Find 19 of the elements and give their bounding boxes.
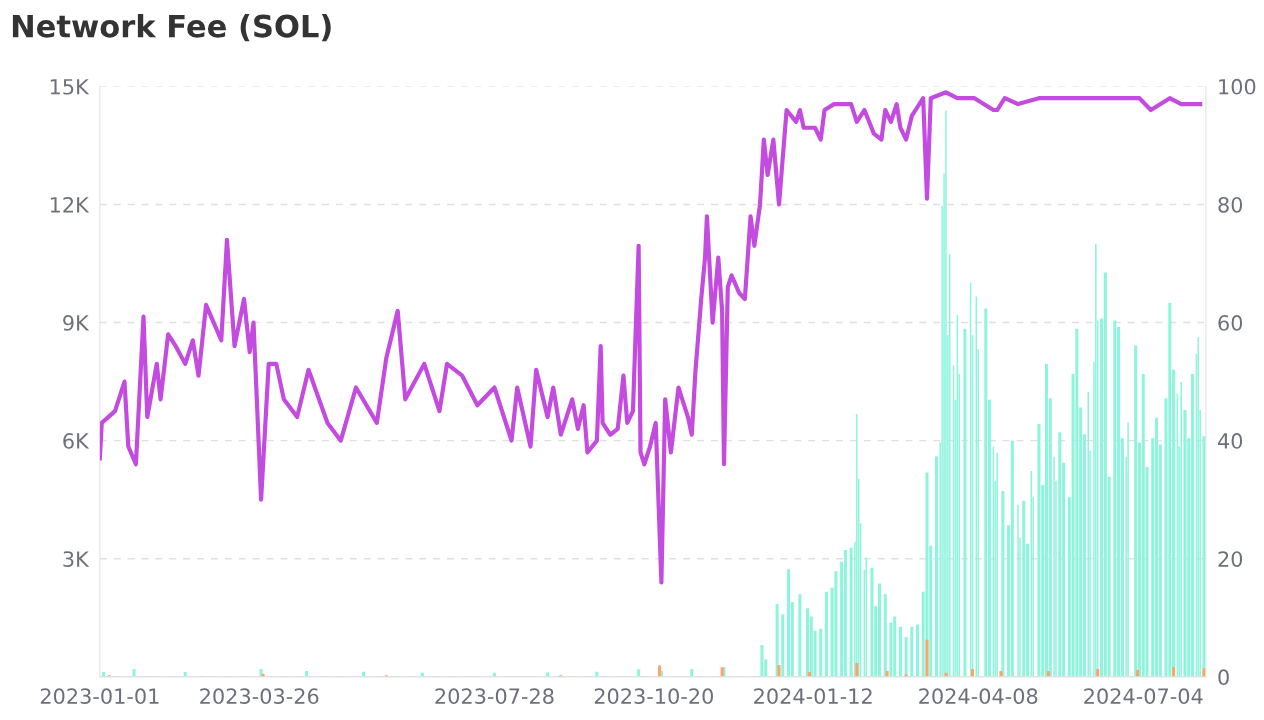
- y2-tick-label: 40: [1217, 433, 1243, 449]
- x-tick-label: 2024-01-12: [754, 688, 872, 705]
- x-tick-label: 2023-01-01: [40, 688, 159, 705]
- x-tick-label: 2023-07-28: [435, 688, 554, 705]
- y-tick-label: 12K: [50, 196, 90, 213]
- y2-tick-label: 20: [1218, 551, 1243, 567]
- y2-tick-label: 100: [1219, 78, 1256, 95]
- x-tick-label: 2023-03-26: [200, 688, 319, 705]
- y-tick-label: 6K: [63, 433, 90, 449]
- y2-tick-label: 60: [1218, 315, 1243, 331]
- y-tick-label: 15K: [50, 79, 90, 95]
- x-tick-label: 2023-10-20: [594, 688, 713, 705]
- y2-tick-label: 80: [1218, 196, 1243, 213]
- y-tick-label: 9K: [63, 315, 90, 331]
- y-tick-label: 3K: [63, 551, 90, 567]
- x-tick-label: 2024-04-08: [919, 688, 1038, 705]
- x-tick-label: 2024-07-04: [1084, 688, 1203, 705]
- y2-tick-label: 0: [1218, 669, 1229, 686]
- chart-title: Network Fee (SOL): [12, 14, 331, 42]
